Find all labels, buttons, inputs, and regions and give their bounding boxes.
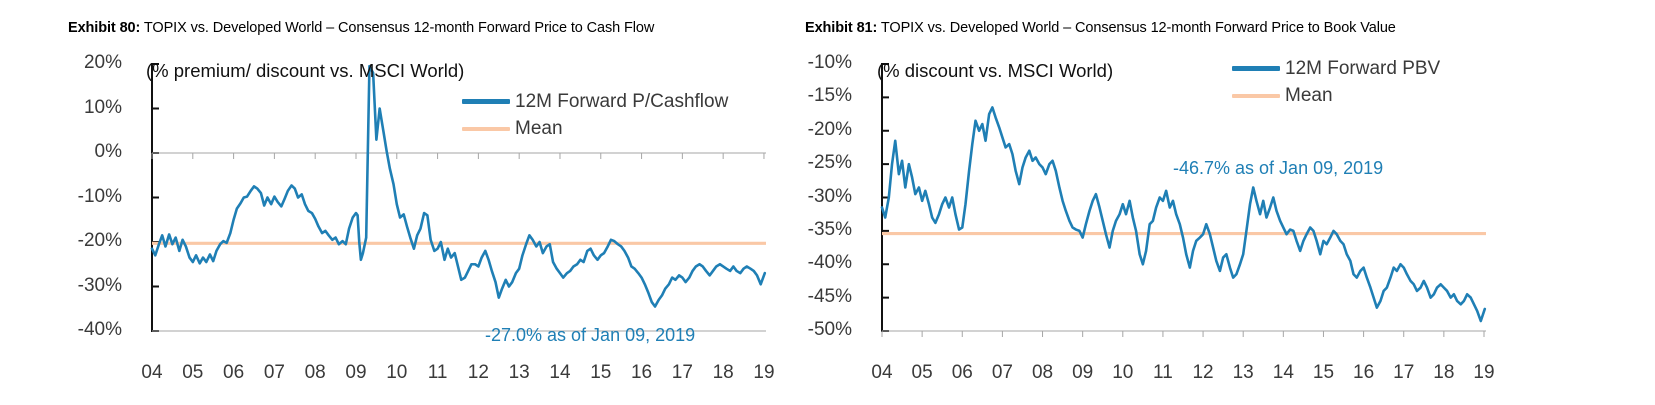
x-axis-tick-label: 07 bbox=[263, 362, 285, 383]
legend-item-series: 12M Forward PBV bbox=[1232, 55, 1440, 82]
legend-item-mean: Mean bbox=[462, 115, 728, 142]
x-axis-tick-label: 11 bbox=[1153, 362, 1173, 383]
y-axis-tick-label: 10% bbox=[83, 96, 122, 118]
y-axis-tick-label: 0% bbox=[94, 141, 122, 162]
exhibit-81-legend: 12M Forward PBV Mean bbox=[1232, 55, 1440, 109]
exhibit-80-title: Exhibit 80: TOPIX vs. Developed World – … bbox=[68, 20, 654, 36]
exhibit-80-panel: Exhibit 80: TOPIX vs. Developed World – … bbox=[10, 0, 800, 405]
x-axis-tick-label: 09 bbox=[345, 362, 367, 383]
exhibit-80-legend: 12M Forward P/Cashflow Mean bbox=[462, 88, 728, 142]
x-axis-tick-label: 18 bbox=[712, 362, 734, 383]
mean-color-swatch-icon bbox=[1232, 93, 1280, 98]
x-axis-tick-label: 18 bbox=[1433, 362, 1455, 383]
x-axis-tick-label: 15 bbox=[590, 362, 612, 383]
y-axis-tick-label: -35% bbox=[807, 218, 852, 240]
x-axis-tick-label: 12 bbox=[467, 362, 489, 383]
exhibit-80-subtitle: (% premium/ discount vs. MSCI World) bbox=[146, 60, 465, 81]
exhibit-81-subtitle: (% discount vs. MSCI World) bbox=[877, 60, 1114, 81]
exhibit-81-plot bbox=[860, 58, 1490, 353]
y-axis-tick-label: -40% bbox=[77, 319, 122, 340]
y-axis-tick-label: -25% bbox=[807, 152, 852, 174]
y-axis-tick-label: -10% bbox=[77, 185, 122, 207]
x-axis-tick-label: 10 bbox=[1112, 362, 1134, 383]
exhibit-81-title-text: TOPIX vs. Developed World – Consensus 12… bbox=[880, 20, 1396, 36]
legend-item-mean: Mean bbox=[1232, 82, 1440, 109]
x-axis-tick-label: 08 bbox=[304, 362, 326, 383]
x-axis-tick-label: 17 bbox=[671, 362, 693, 383]
x-axis-tick-label: 08 bbox=[1031, 362, 1054, 383]
x-axis-tick-label: 04 bbox=[871, 362, 893, 383]
y-axis-tick-label: 20% bbox=[83, 52, 122, 73]
exhibit-81-panel: Exhibit 81: TOPIX vs. Developed World – … bbox=[795, 0, 1585, 405]
x-axis-tick-label: 16 bbox=[630, 362, 653, 383]
y-axis-tick-label: -20% bbox=[807, 118, 852, 140]
legend-item-series: 12M Forward P/Cashflow bbox=[462, 88, 728, 115]
x-axis-tick-label: 06 bbox=[223, 362, 245, 383]
x-axis-tick-label: 15 bbox=[1312, 362, 1335, 383]
y-axis-tick-label: -10% bbox=[807, 52, 852, 73]
y-axis-tick-label: -45% bbox=[807, 285, 852, 307]
y-axis-tick-label: -30% bbox=[77, 274, 122, 296]
x-axis-tick-label: 09 bbox=[1072, 362, 1094, 383]
x-axis-tick-label: 06 bbox=[951, 362, 973, 383]
x-axis-tick-label: 07 bbox=[991, 362, 1013, 383]
legend-label-mean: Mean bbox=[1285, 84, 1333, 106]
x-axis-tick-label: 17 bbox=[1393, 362, 1415, 383]
x-axis-tick-label: 13 bbox=[1232, 362, 1254, 383]
series-color-swatch-icon bbox=[1232, 66, 1280, 71]
legend-label-series: 12M Forward P/Cashflow bbox=[515, 90, 729, 112]
exhibit-81-number: Exhibit 81: bbox=[805, 20, 878, 36]
legend-label-mean: Mean bbox=[515, 117, 563, 139]
x-axis-tick-label: 16 bbox=[1353, 362, 1375, 383]
x-axis-tick-label: 05 bbox=[182, 362, 204, 383]
x-axis-tick-label: 04 bbox=[141, 362, 163, 383]
x-axis-tick-label: 19 bbox=[753, 362, 775, 383]
x-axis-tick-label: 19 bbox=[1473, 362, 1495, 383]
series-color-swatch-icon bbox=[462, 99, 510, 104]
x-axis-tick-label: 12 bbox=[1192, 362, 1214, 383]
x-axis-tick-label: 13 bbox=[508, 362, 530, 383]
y-axis-tick-label: -40% bbox=[807, 252, 852, 274]
x-axis-tick-label: 14 bbox=[549, 362, 571, 383]
x-axis-tick-label: 14 bbox=[1272, 362, 1294, 383]
exhibit-80-number: Exhibit 80: bbox=[68, 20, 141, 36]
exhibit-81-annotation: -46.7% as of Jan 09, 2019 bbox=[1173, 158, 1384, 178]
y-axis-tick-label: -20% bbox=[77, 230, 122, 251]
x-axis-tick-label: 11 bbox=[427, 362, 448, 383]
x-axis-tick-label: 10 bbox=[386, 362, 408, 383]
legend-label-series: 12M Forward PBV bbox=[1285, 57, 1441, 79]
x-axis-tick-label: 05 bbox=[911, 362, 933, 383]
exhibit-81-svg bbox=[880, 63, 1487, 337]
mean-color-swatch-icon bbox=[462, 126, 510, 131]
exhibit-80-title-text: TOPIX vs. Developed World – Consensus 12… bbox=[143, 20, 655, 36]
exhibit-80-annotation: -27.0% as of Jan 09, 2019 bbox=[485, 325, 696, 345]
exhibit-80-plot bbox=[130, 58, 770, 353]
y-axis-tick-label: -30% bbox=[807, 185, 852, 207]
exhibit-80-svg bbox=[150, 63, 767, 332]
y-axis-tick-label: -50% bbox=[807, 319, 852, 340]
y-axis-tick-label: -15% bbox=[807, 85, 852, 107]
exhibit-81-title: Exhibit 81: TOPIX vs. Developed World – … bbox=[805, 20, 1396, 36]
